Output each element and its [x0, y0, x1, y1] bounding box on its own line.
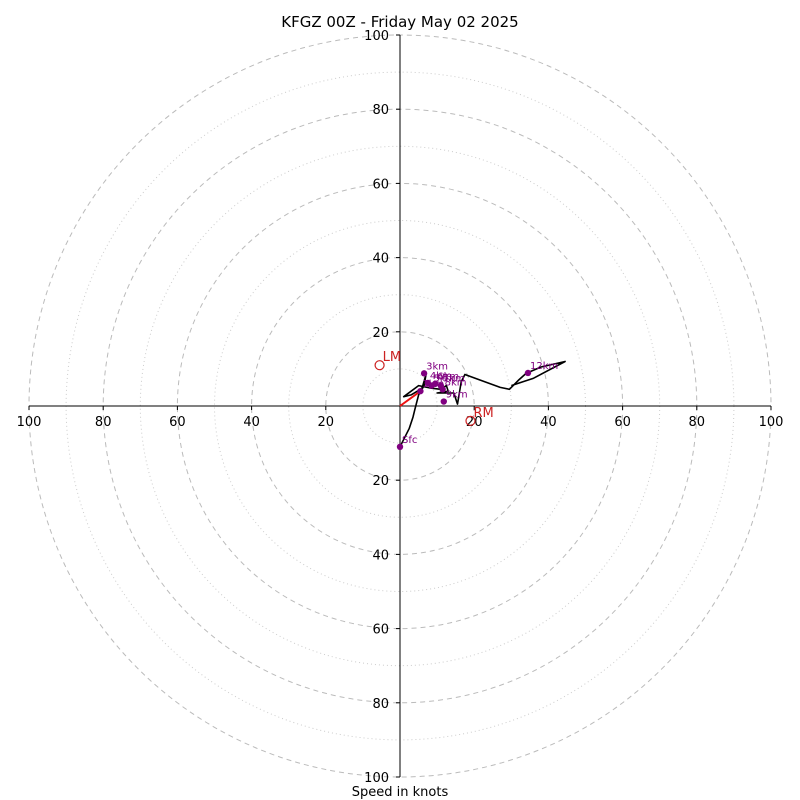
y-tick-label: 40 — [372, 252, 389, 267]
y-tick-label: 80 — [372, 697, 389, 712]
height-marker-label: 6km — [437, 372, 459, 383]
chart-title: KFGZ 00Z - Friday May 02 2025 — [281, 13, 518, 31]
x-tick-label: 100 — [759, 415, 784, 430]
height-marker-6km — [432, 380, 439, 387]
y-tick-label: 60 — [372, 623, 389, 638]
height-marker-8km — [439, 386, 446, 393]
y-tick-label: 40 — [372, 548, 389, 563]
y-tick-label: 80 — [372, 103, 389, 118]
x-tick-label: 40 — [540, 415, 557, 430]
storm-motion-layer: LM RM — [374, 350, 494, 426]
y-tick-label: 20 — [372, 474, 389, 489]
height-marker-Sfc — [396, 443, 404, 451]
height-marker-label: 9km — [446, 390, 468, 401]
x-tick-label: 60 — [169, 415, 186, 430]
storm-motion-label-rm: RM — [473, 406, 493, 421]
storm-motion-marker-lm — [374, 360, 385, 371]
x-tick-label: 40 — [243, 415, 260, 430]
x-tick-label: 100 — [17, 415, 42, 430]
height-marker-label: 4km — [430, 371, 452, 382]
height-markers-layer: Sfc1km3km4km5km6km7km8km9km12km — [396, 361, 558, 451]
x-tick-label: 20 — [318, 415, 335, 430]
y-tick-label: 20 — [372, 326, 389, 341]
height-marker-label: 12km — [530, 361, 558, 372]
y-tick-label: 100 — [364, 771, 389, 786]
height-marker-label: 7km — [443, 374, 465, 385]
storm-motion-marker-rm — [465, 415, 476, 426]
height-marker-label: 5km — [434, 374, 456, 385]
storm-motion-vector — [399, 390, 421, 407]
y-tick-label: 100 — [364, 29, 389, 44]
axes: 100 80 60 40 20 20 40 60 80 100100806040202040608… — [17, 29, 784, 786]
x-axis-label: Speed in knots — [352, 785, 449, 800]
height-marker-1km — [417, 387, 424, 395]
height-marker-label: 3km — [426, 361, 448, 372]
height-marker-label: Sfc — [402, 435, 417, 446]
height-marker-12km — [524, 369, 532, 377]
storm-motion-label-lm: LM — [383, 350, 401, 365]
x-tick-label: 80 — [689, 415, 706, 430]
height-marker-9km — [440, 398, 447, 405]
height-marker-3km — [420, 370, 428, 377]
x-tick-label: 60 — [614, 415, 631, 430]
x-tick-label: 80 — [95, 415, 112, 430]
y-tick-label: 60 — [372, 177, 389, 192]
height-marker-label: 8km — [445, 377, 467, 388]
